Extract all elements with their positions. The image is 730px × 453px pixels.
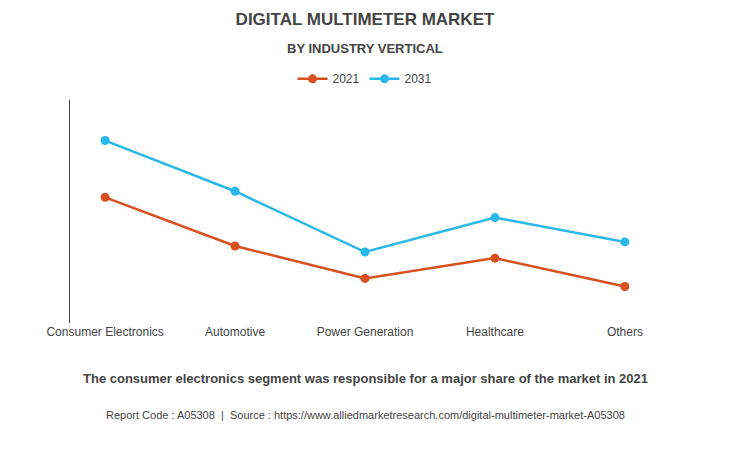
svg-text:Consumer Electronics: Consumer Electronics	[46, 325, 163, 339]
svg-text:Healthcare: Healthcare	[466, 325, 524, 339]
svg-text:Report Code : A05308 | Sourc: Report Code : A05308 | Source : https://…	[106, 409, 625, 421]
svg-text:DIGITAL MULTIMETER MARKET: DIGITAL MULTIMETER MARKET	[236, 10, 495, 29]
svg-text:BY INDUSTRY VERTICAL: BY INDUSTRY VERTICAL	[287, 41, 443, 56]
svg-text:2021: 2021	[333, 72, 360, 86]
svg-text:2031: 2031	[405, 72, 432, 86]
svg-text:The consumer electronics segme: The consumer electronics segment was res…	[83, 371, 648, 386]
svg-text:Others: Others	[607, 325, 643, 339]
svg-text:Power Generation: Power Generation	[317, 325, 414, 339]
svg-text:Automotive: Automotive	[205, 325, 265, 339]
